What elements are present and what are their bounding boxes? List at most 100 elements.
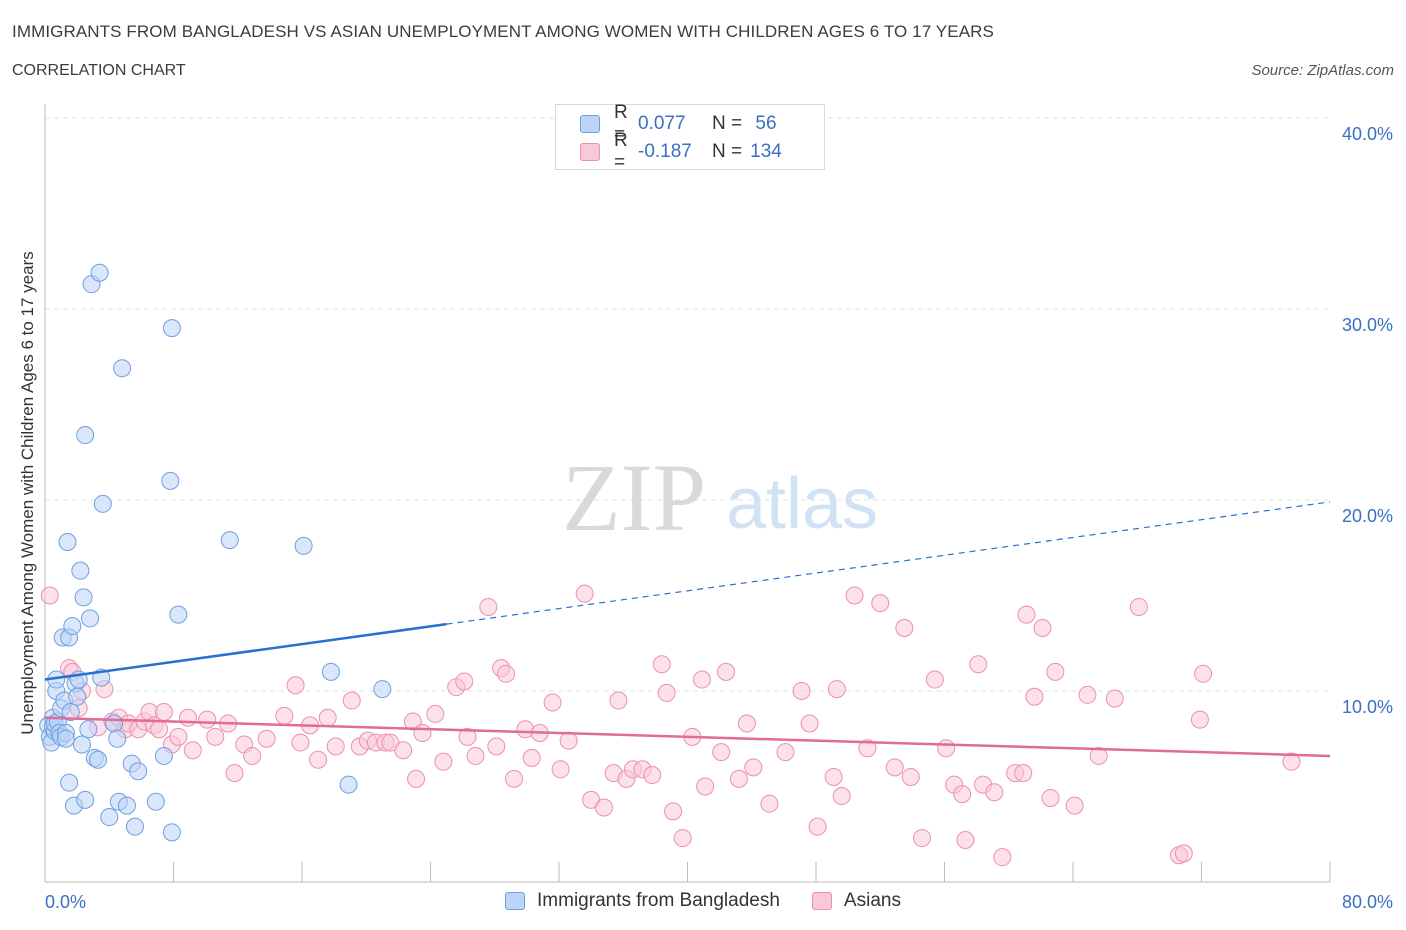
asians-point bbox=[985, 783, 1004, 802]
bangladesh-point bbox=[162, 319, 181, 338]
source-label: Source: ZipAtlas.com bbox=[1251, 62, 1394, 79]
asians-point bbox=[1017, 605, 1036, 624]
asians-point bbox=[827, 680, 846, 699]
series-legend: Immigrants from Bangladesh Asians bbox=[0, 890, 1406, 912]
asians-point bbox=[1078, 685, 1097, 704]
asians-point bbox=[40, 586, 59, 605]
bangladesh-point bbox=[58, 533, 77, 552]
bangladesh-point bbox=[113, 359, 132, 378]
bangladesh-point bbox=[117, 796, 136, 815]
asians-point bbox=[1174, 844, 1193, 863]
asians-point bbox=[1065, 796, 1084, 815]
asians-point bbox=[692, 670, 711, 689]
stats-legend: R = 0.077 N = 56 R = -0.187 N = 134 bbox=[555, 102, 825, 173]
asians-point bbox=[575, 584, 594, 603]
bangladesh-point bbox=[220, 531, 239, 550]
asians-point bbox=[652, 655, 671, 674]
legend-row-asians: R = -0.187 N = 134 bbox=[580, 130, 786, 173]
asians-point bbox=[1025, 687, 1044, 706]
asians-point bbox=[776, 743, 795, 762]
asians-point bbox=[496, 664, 515, 683]
watermark-zip: ZIP bbox=[562, 444, 706, 551]
y-tick-label: 30.0% bbox=[1342, 315, 1393, 335]
asians-point bbox=[760, 794, 779, 813]
asians-point bbox=[1105, 689, 1124, 708]
asians-point bbox=[543, 693, 562, 712]
asians-point bbox=[729, 769, 748, 788]
asians-point bbox=[913, 829, 932, 848]
asians-point bbox=[458, 727, 477, 746]
asians-point bbox=[901, 767, 920, 786]
bangladesh-point bbox=[89, 750, 108, 769]
asians-point bbox=[178, 708, 197, 727]
bangladesh-point bbox=[154, 746, 173, 765]
asians-point bbox=[664, 802, 683, 821]
asians-point bbox=[643, 766, 662, 785]
asians-point bbox=[183, 741, 202, 760]
asians-point bbox=[291, 733, 310, 752]
asians-point bbox=[895, 618, 914, 637]
asians-point bbox=[275, 706, 294, 725]
bangladesh-point bbox=[162, 823, 181, 842]
bangladesh-point bbox=[72, 735, 91, 754]
asians-point bbox=[394, 741, 413, 760]
asians-point bbox=[744, 758, 763, 777]
asians-point bbox=[505, 769, 524, 788]
legend-n-label: N = bbox=[712, 141, 743, 162]
asians-point bbox=[832, 787, 851, 806]
bangladesh-point bbox=[68, 687, 87, 706]
asians-point bbox=[466, 746, 485, 765]
bangladesh-point bbox=[125, 817, 144, 836]
asians-point bbox=[657, 683, 676, 702]
asians-point bbox=[1190, 710, 1209, 729]
bangladesh-point bbox=[373, 680, 392, 699]
bangladesh-point bbox=[74, 588, 93, 607]
bangladesh-trend-extension bbox=[446, 501, 1331, 625]
bangladesh-point bbox=[105, 714, 124, 733]
bangladesh-point bbox=[129, 762, 148, 781]
asians-point bbox=[969, 655, 988, 674]
asians-point bbox=[407, 769, 426, 788]
bangladesh-point bbox=[93, 494, 112, 513]
bangladesh-point bbox=[76, 790, 95, 809]
bangladesh-point bbox=[100, 808, 119, 827]
trend-lines bbox=[44, 501, 1331, 758]
asians-point bbox=[696, 777, 715, 796]
asians-point bbox=[426, 704, 445, 723]
asians-point bbox=[257, 729, 276, 748]
watermark-atlas: atlas bbox=[726, 464, 878, 544]
legend-label-asians: Asians bbox=[843, 890, 901, 911]
x-tick-label: 0.0% bbox=[45, 892, 86, 912]
legend-swatch-blue bbox=[505, 892, 526, 910]
asians-point bbox=[1014, 764, 1033, 783]
legend-swatch-pink bbox=[811, 892, 832, 910]
asians-point bbox=[609, 691, 628, 710]
asians-point bbox=[326, 737, 345, 756]
asians-point bbox=[522, 748, 541, 767]
y-axis-label: Unemployment Among Women with Children A… bbox=[18, 251, 37, 735]
asians-point bbox=[871, 594, 890, 613]
asians-point bbox=[925, 670, 944, 689]
asians-point bbox=[318, 708, 337, 727]
legend-r-label: R = bbox=[614, 102, 628, 145]
legend-r-label: R = bbox=[614, 130, 628, 173]
asians-point bbox=[1089, 746, 1108, 765]
asians-point bbox=[845, 586, 864, 605]
asians-point bbox=[792, 682, 811, 700]
bangladesh-point bbox=[63, 617, 82, 636]
asians-point bbox=[717, 662, 736, 681]
legend-swatch-pink bbox=[580, 143, 600, 161]
asians-point bbox=[1194, 664, 1213, 683]
asians-point bbox=[824, 767, 843, 786]
asians-point bbox=[956, 830, 975, 849]
asians-point bbox=[150, 720, 169, 739]
bangladesh-point bbox=[61, 703, 80, 722]
bangladesh-point bbox=[90, 263, 109, 282]
asians-point bbox=[858, 739, 877, 758]
y-tick-label: 10.0% bbox=[1342, 697, 1393, 717]
asians-point bbox=[800, 714, 819, 733]
tick-labels: 10.0% 20.0% 30.0% 40.0% 0.0% 80.0% bbox=[45, 124, 1393, 912]
legend-item-bangladesh: Immigrants from Bangladesh bbox=[505, 890, 780, 912]
asians-point bbox=[154, 703, 173, 722]
